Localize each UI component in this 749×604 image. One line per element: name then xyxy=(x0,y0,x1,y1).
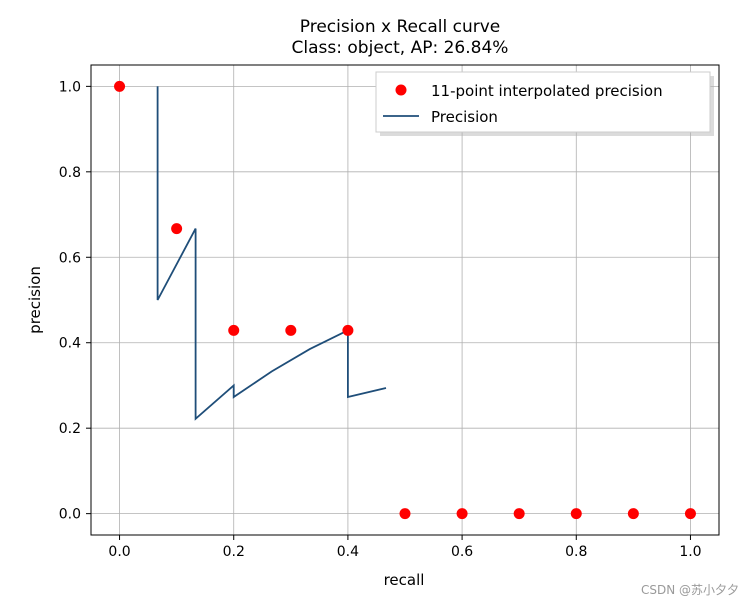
watermark: CSDN @苏小夕夕 xyxy=(640,583,739,597)
x-tick-label: 0.2 xyxy=(223,544,245,560)
grid xyxy=(91,65,719,535)
x-tick-label: 0.4 xyxy=(337,544,359,560)
interpolated-point xyxy=(570,508,582,520)
x-tick-label: 1.0 xyxy=(679,544,701,560)
legend: 11-point interpolated precision Precisio… xyxy=(375,71,714,136)
interpolated-point xyxy=(399,508,411,520)
x-tick-label: 0.0 xyxy=(108,544,130,560)
interpolated-point xyxy=(513,508,525,520)
y-tick-label: 0.0 xyxy=(59,507,81,523)
y-axis-label: precision xyxy=(26,266,44,334)
interpolated-point xyxy=(342,324,354,336)
interpolated-point xyxy=(456,508,468,520)
legend-label-precision: Precision xyxy=(431,108,498,126)
y-tick-label: 0.4 xyxy=(59,336,81,352)
precision-line xyxy=(156,86,387,421)
interpolated-point xyxy=(171,223,183,235)
plot-frame xyxy=(90,64,720,536)
plot-series xyxy=(114,80,696,520)
interpolated-point xyxy=(627,508,639,520)
interpolated-point xyxy=(684,508,696,520)
legend-label-interpolated: 11-point interpolated precision xyxy=(431,82,663,100)
x-axis-label: recall xyxy=(384,571,425,589)
interpolated-point xyxy=(114,80,126,92)
chart-subtitle: Class: object, AP: 26.84% xyxy=(292,38,509,58)
y-tick-label: 0.2 xyxy=(59,421,81,437)
y-tick-label: 1.0 xyxy=(59,79,81,95)
x-tick-label: 0.8 xyxy=(565,544,587,560)
legend-marker-interpolated xyxy=(395,84,407,96)
axis-ticks: 0.0 0.2 0.4 0.6 0.8 1.0 0.0 0.2 0.4 0.6 0.8 1.0 xyxy=(59,79,702,560)
y-tick-label: 0.6 xyxy=(59,250,81,266)
legend-box xyxy=(375,71,711,133)
interpolated-point xyxy=(228,324,240,336)
x-tick-label: 0.6 xyxy=(451,544,473,560)
chart-title: Precision x Recall curve xyxy=(300,17,500,37)
y-tick-label: 0.8 xyxy=(59,165,81,181)
interpolated-point xyxy=(285,324,297,336)
